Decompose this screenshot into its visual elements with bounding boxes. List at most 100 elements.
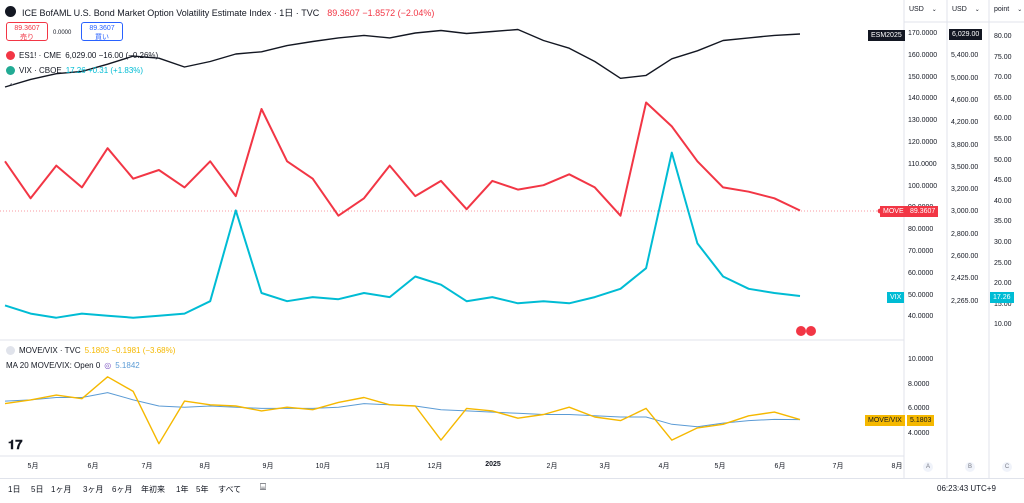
- tradingview-logo-icon[interactable]: 𝟏𝟕: [8, 437, 23, 452]
- ma-value: 5.1842: [115, 361, 140, 370]
- scale-header-es[interactable]: USD ⌄: [952, 6, 980, 13]
- move-series: [4, 101, 801, 217]
- move-tick-label: 170.0000: [908, 30, 938, 37]
- overlay-values: 6,029.00 −16.00 (−0.26%): [65, 51, 159, 60]
- sell-price: 89.3607: [14, 25, 40, 32]
- vix-tick-label: 45.00: [994, 177, 1012, 185]
- vix-tick-label: 50.00: [994, 156, 1012, 164]
- ratio-values: 5.1803 −0.1981 (−3.68%): [84, 346, 176, 355]
- es-tick-label: 3,500.00: [951, 163, 979, 171]
- vix-tick-label: 35.00: [994, 218, 1012, 226]
- vix-series: [4, 151, 801, 319]
- month-tick-label: 11月: [375, 463, 391, 470]
- scale-unit: point: [994, 6, 1010, 13]
- vix-tick-label: 80.00: [994, 33, 1012, 40]
- sell-label: 売り: [20, 34, 34, 41]
- vix-line: [4, 151, 801, 319]
- buy-button[interactable]: 89.3607 買い: [81, 22, 123, 41]
- ratio-tick-label: 10.0000: [908, 356, 934, 363]
- event-flag-icon[interactable]: [806, 326, 816, 336]
- move-tick-label: 140.0000: [908, 95, 938, 103]
- vix-tick-label: 10.00: [994, 321, 1012, 329]
- range-button[interactable]: 1日: [8, 485, 21, 494]
- vix-tick-label: 65.00: [994, 94, 1012, 102]
- month-tick-label: 5月: [714, 463, 726, 470]
- buy-label: 買い: [95, 34, 109, 41]
- price-change-percent: (−2.04%): [397, 7, 435, 18]
- ma-line: [4, 392, 801, 428]
- refresh-icon[interactable]: ◎: [104, 361, 112, 370]
- move-tick-label: 160.0000: [908, 51, 938, 59]
- ratio-tag: MOVE/VIX: [865, 415, 905, 426]
- move-tick-label: 150.0000: [908, 73, 938, 81]
- month-tick-label: 7月: [141, 463, 153, 470]
- range-button[interactable]: 6ヶ月: [112, 485, 133, 494]
- scale-unit: USD: [952, 6, 967, 13]
- ma-legend[interactable]: MA 20 MOVE/VIX: Open 0 ◎ 5.1842: [6, 361, 140, 370]
- sell-button[interactable]: 89.3607 売り: [6, 22, 48, 41]
- range-button[interactable]: 1ヶ月: [51, 485, 72, 494]
- main-symbol-title: ICE BofAML U.S. Bond Market Option Volat…: [22, 8, 320, 18]
- es-tick-label: 4,200.00: [951, 119, 979, 127]
- range-button[interactable]: 5日: [31, 485, 44, 494]
- es-tick-label: 4,600.00: [951, 96, 979, 104]
- vix-tick-label: 25.00: [994, 259, 1012, 267]
- move-tick-label: 60.0000: [908, 269, 934, 277]
- range-button[interactable]: 年初来: [141, 485, 165, 494]
- chevron-down-icon: ⌄: [974, 7, 980, 13]
- move-tick-label: 120.0000: [908, 139, 938, 146]
- es-tick-label: 2,600.00: [951, 253, 979, 260]
- ratio-tick-label: 8.0000: [908, 380, 930, 388]
- overlay-legend-vix[interactable]: VIX · CBOE 17.26 +0.31 (+1.83%): [6, 66, 143, 75]
- ratio-logo-icon: [6, 346, 15, 355]
- vix-tick-label: 75.00: [994, 53, 1012, 61]
- month-tick-label: 6月: [774, 463, 786, 470]
- ratio-series: [4, 376, 801, 445]
- range-button[interactable]: 3ヶ月: [83, 485, 104, 494]
- month-tick-label: 8月: [199, 463, 211, 470]
- ratio-title: MOVE/VIX · TVC: [19, 346, 81, 355]
- date-range-icon[interactable]: ⌸: [260, 482, 266, 493]
- month-tick-label: 2025: [485, 461, 501, 468]
- ma-label: MA 20 MOVE/VIX: Open 0: [6, 361, 101, 370]
- range-button[interactable]: 5年: [196, 485, 209, 494]
- buy-price: 89.3607: [89, 25, 115, 32]
- last-price: 89.3607: [327, 7, 360, 18]
- es-tick-label: 2,425.00: [951, 275, 979, 283]
- collapse-legend-icon[interactable]: ⌃: [8, 82, 15, 91]
- month-tick-label: 8月: [891, 463, 903, 470]
- vix-tick-label: 30.00: [994, 239, 1012, 246]
- range-button[interactable]: 1年: [176, 485, 189, 494]
- main-legend[interactable]: ICE BofAML U.S. Bond Market Option Volat…: [22, 6, 434, 19]
- move-last-price-tag: 89.3607: [907, 206, 939, 217]
- es-line: [4, 28, 801, 88]
- es-tick-label: 3,800.00: [951, 141, 979, 149]
- es-tick-label: 2,800.00: [951, 230, 979, 238]
- month-tick-label: 12月: [427, 463, 443, 470]
- axis-letter-a[interactable]: A: [923, 462, 933, 472]
- move-tick-label: 130.0000: [908, 117, 938, 125]
- symbol-logo-icon: [5, 6, 16, 17]
- vix-tag: VIX: [887, 292, 905, 303]
- lower-pane-legend[interactable]: MOVE/VIX · TVC 5.1803 −0.1981 (−3.68%): [6, 346, 175, 355]
- axis-letter-b[interactable]: B: [965, 462, 975, 472]
- scale-header-move[interactable]: USD ⌄: [909, 6, 937, 13]
- axis-letter-c[interactable]: C: [1002, 462, 1012, 472]
- es-contract-tag: ESM2025: [868, 30, 905, 41]
- overlay-legend-es[interactable]: ES1! · CME 6,029.00 −16.00 (−0.26%): [6, 51, 158, 60]
- range-button[interactable]: すべて: [218, 485, 242, 494]
- ratio-tick-label: 4.0000: [908, 429, 930, 437]
- bottom-toolbar: [0, 478, 1024, 503]
- vix-tick-label: 70.00: [994, 74, 1012, 82]
- move-tick-label: 110.0000: [908, 160, 937, 168]
- event-flag-icon[interactable]: [796, 326, 806, 336]
- vix-tick-label: 20.00: [994, 280, 1012, 288]
- clock-timezone[interactable]: 06:23:43 UTC+9: [937, 484, 996, 493]
- vix-tick-label: 40.00: [994, 197, 1012, 205]
- chevron-down-icon: ⌄: [931, 7, 937, 13]
- scale-header-vix[interactable]: point ⌄: [994, 6, 1022, 13]
- month-tick-label: 10月: [315, 463, 331, 470]
- es-tick-label: 2,265.00: [951, 297, 979, 305]
- ratio-tick-label: 6.0000: [908, 405, 930, 412]
